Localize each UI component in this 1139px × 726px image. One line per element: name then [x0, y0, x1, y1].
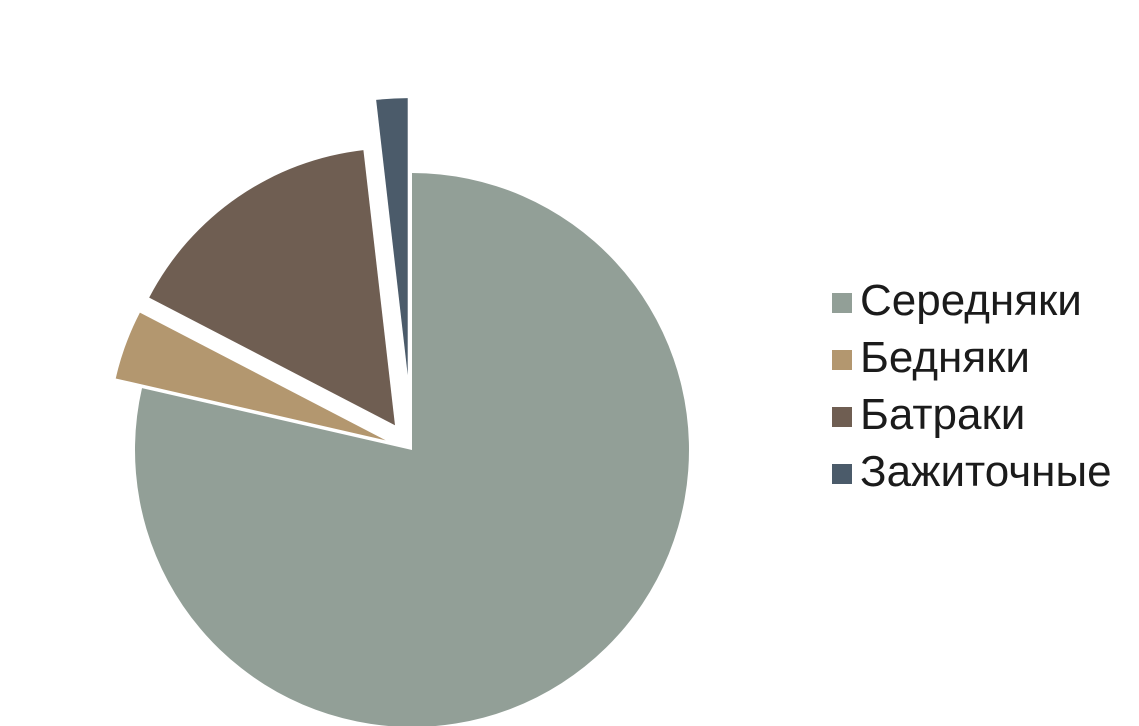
legend-swatch-zazhitochnye [832, 463, 852, 484]
legend-item-bednyaki: Бедняки [832, 329, 1112, 386]
legend-swatch-bednyaki [832, 349, 852, 370]
slice-batraki [149, 150, 395, 426]
legend-item-serednyaki: Середняки [832, 272, 1112, 329]
chart-legend: Середняки Бедняки Батраки Зажиточные [832, 272, 1112, 500]
slice-serednyaki [135, 173, 689, 726]
legend-swatch-serednyaki [832, 292, 852, 313]
legend-label-bednyaki: Бедняки [860, 332, 1031, 382]
slice-zazhitochnye [376, 98, 408, 376]
legend-item-batraki: Батраки [832, 386, 1112, 443]
legend-item-zazhitochnye: Зажиточные [832, 443, 1112, 500]
slice-bednyaki [115, 312, 386, 441]
legend-swatch-batraki [832, 406, 852, 427]
legend-label-serednyaki: Середняки [860, 275, 1082, 325]
legend-label-zazhitochnye: Зажиточные [860, 446, 1112, 496]
legend-label-batraki: Батраки [860, 389, 1026, 439]
